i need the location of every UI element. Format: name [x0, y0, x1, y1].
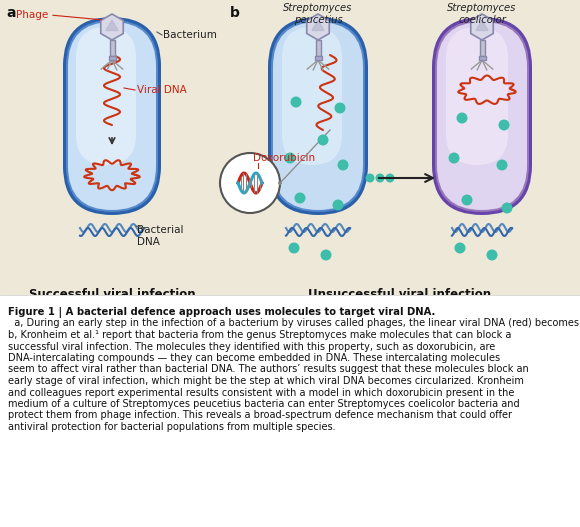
Text: early stage of viral infection, which might be the step at which viral DNA becom: early stage of viral infection, which mi… [8, 376, 524, 386]
Circle shape [220, 153, 280, 213]
Circle shape [487, 249, 498, 260]
Circle shape [332, 200, 343, 210]
FancyBboxPatch shape [437, 22, 527, 210]
Polygon shape [106, 20, 118, 31]
Text: Streptomyces
coelicolor: Streptomyces coelicolor [447, 3, 517, 25]
Text: Doxorubicin: Doxorubicin [253, 153, 315, 163]
Circle shape [288, 242, 299, 253]
Polygon shape [312, 20, 324, 31]
Text: Streptomyces
peucetius: Streptomyces peucetius [283, 3, 353, 25]
Bar [478, 56, 485, 60]
Text: a, During an early step in the infection of a bacterium by viruses called phages: a, During an early step in the infection… [8, 318, 580, 328]
Circle shape [335, 102, 346, 113]
Text: Figure 1 | A bacterial defence approach uses molecules to target viral DNA.: Figure 1 | A bacterial defence approach … [8, 307, 436, 318]
Text: Successful viral infection: Successful viral infection [28, 288, 195, 301]
FancyBboxPatch shape [282, 27, 342, 165]
Text: seem to affect viral rather than bacterial DNA. The authors’ results suggest tha: seem to affect viral rather than bacteri… [8, 365, 529, 375]
Polygon shape [476, 20, 488, 31]
Text: DNA-intercalating compounds — they can become embedded in DNA. These intercalati: DNA-intercalating compounds — they can b… [8, 353, 500, 363]
FancyBboxPatch shape [435, 20, 529, 212]
Text: and colleagues report experimental results consistent with a model in which doxo: and colleagues report experimental resul… [8, 387, 514, 397]
Circle shape [498, 120, 509, 131]
Circle shape [365, 173, 375, 182]
Text: Bacterial
DNA: Bacterial DNA [137, 225, 183, 247]
Circle shape [386, 173, 394, 182]
Text: b, Kronheim et al.¹ report that bacteria from the genus Streptomyces make molecu: b, Kronheim et al.¹ report that bacteria… [8, 330, 512, 340]
FancyBboxPatch shape [68, 22, 156, 210]
FancyBboxPatch shape [268, 17, 368, 215]
Text: antiviral protection for bacterial populations from multiple species.: antiviral protection for bacterial popul… [8, 422, 336, 432]
Circle shape [321, 249, 332, 260]
Polygon shape [101, 14, 124, 40]
Text: protect them from phage infection. This reveals a broad-spectrum defence mechani: protect them from phage infection. This … [8, 411, 512, 421]
Text: Bacterium: Bacterium [163, 30, 217, 40]
Bar [110, 40, 114, 56]
Bar [480, 40, 484, 56]
Circle shape [317, 134, 328, 145]
Text: b: b [230, 6, 240, 20]
Polygon shape [307, 14, 329, 40]
Circle shape [456, 112, 467, 123]
Bar [314, 56, 321, 60]
Circle shape [496, 160, 508, 171]
Circle shape [285, 152, 295, 163]
Bar [108, 56, 115, 60]
Circle shape [295, 192, 306, 203]
Text: medium of a culture of Streptomyces peucetius bacteria can enter Streptomyces co: medium of a culture of Streptomyces peuc… [8, 399, 520, 409]
FancyBboxPatch shape [273, 22, 363, 210]
FancyBboxPatch shape [446, 27, 508, 165]
Circle shape [462, 194, 473, 206]
Circle shape [455, 242, 466, 253]
FancyBboxPatch shape [66, 20, 158, 212]
Circle shape [448, 152, 459, 163]
Circle shape [502, 202, 513, 213]
Text: Unsuccessful viral infection: Unsuccessful viral infection [309, 288, 492, 301]
Text: a: a [6, 6, 16, 20]
FancyBboxPatch shape [432, 17, 532, 215]
FancyBboxPatch shape [76, 27, 136, 165]
Circle shape [291, 96, 302, 108]
Text: Viral DNA: Viral DNA [137, 85, 187, 95]
Polygon shape [471, 14, 493, 40]
FancyBboxPatch shape [63, 17, 161, 215]
Circle shape [278, 181, 282, 185]
Bar [316, 40, 321, 56]
Text: successful viral infection. The molecules they identified with this property, su: successful viral infection. The molecule… [8, 341, 495, 352]
FancyBboxPatch shape [271, 20, 365, 212]
Text: Phage: Phage [16, 10, 48, 20]
Circle shape [375, 173, 385, 182]
Circle shape [338, 160, 349, 171]
